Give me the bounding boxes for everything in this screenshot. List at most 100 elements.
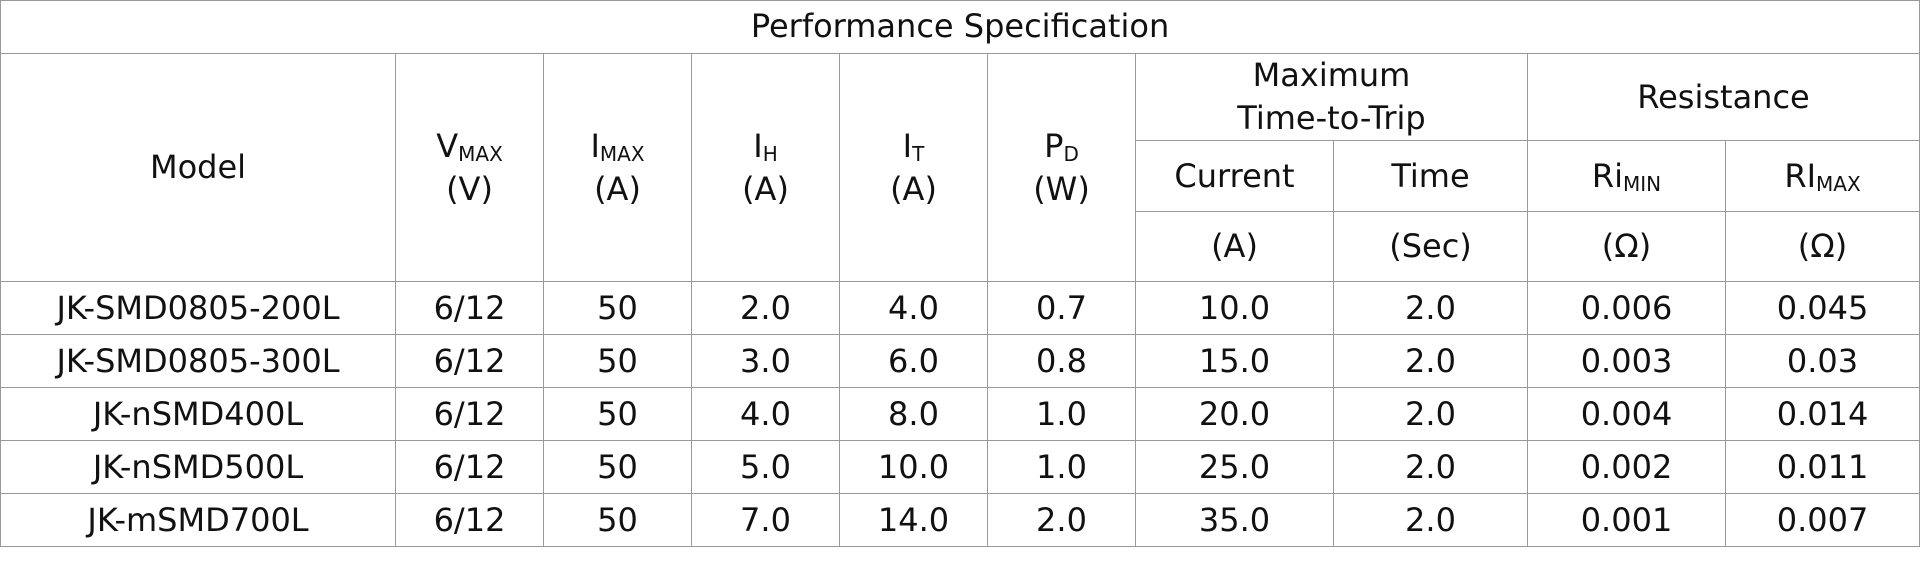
subscript: D bbox=[1063, 141, 1079, 166]
data-row: JK-nSMD400L 6/12 50 4.0 8.0 1.0 20.0 2.0 0.004 0.… bbox=[0, 387, 1920, 442]
data-row: JK-mSMD700L 6/12 50 7.0 14.0 2.0 35.0 2.0 0.001 0… bbox=[0, 493, 1920, 548]
title-row: Performance Specification bbox=[0, 0, 1920, 54]
subscript: H bbox=[762, 141, 778, 166]
data-row: JK-SMD0805-200L 6/12 50 2.0 4.0 0.7 10.0 2.0 0.0… bbox=[0, 281, 1920, 336]
value-cell: 50 bbox=[543, 281, 692, 336]
column-header: PD (W) bbox=[987, 52, 1136, 283]
unit: (A) bbox=[742, 169, 789, 208]
subscript: MAX bbox=[1816, 171, 1861, 196]
model-cell: JK-SMD0805-200L bbox=[0, 281, 396, 336]
sub-header: Current bbox=[1135, 140, 1334, 213]
value-cell: 2.0 bbox=[1333, 281, 1528, 336]
value-cell: 2.0 bbox=[987, 493, 1136, 548]
unit: (A) bbox=[1135, 211, 1334, 283]
value-cell: 2.0 bbox=[1333, 493, 1528, 548]
value-cell: 6/12 bbox=[395, 493, 544, 548]
column-header: RiMIN bbox=[1527, 140, 1726, 213]
unit: (Ω) bbox=[1724, 211, 1920, 283]
value-cell: 6/12 bbox=[395, 281, 544, 336]
value-cell: 6.0 bbox=[839, 334, 988, 389]
value-cell: 0.006 bbox=[1527, 281, 1726, 336]
column-header: IH (A) bbox=[691, 52, 840, 283]
symbol: I bbox=[902, 126, 913, 165]
value-cell: 2.0 bbox=[691, 281, 840, 336]
value-cell: 14.0 bbox=[839, 493, 988, 548]
value-cell: 4.0 bbox=[839, 281, 988, 336]
group-line: Maximum bbox=[1252, 56, 1411, 94]
value-cell: 8.0 bbox=[839, 387, 988, 442]
group-line: Time-to-Trip bbox=[1237, 99, 1426, 138]
value-cell: 6/12 bbox=[395, 334, 544, 389]
model-cell: JK-nSMD500L bbox=[0, 440, 396, 495]
value-cell: 0.014 bbox=[1724, 387, 1920, 442]
spec-table: Performance Specification Model VMAX (V) I… bbox=[0, 0, 1920, 548]
value-cell: 1.0 bbox=[987, 440, 1136, 495]
subscript: MAX bbox=[458, 141, 503, 166]
value-cell: 2.0 bbox=[1333, 387, 1528, 442]
symbol: I bbox=[753, 126, 763, 165]
symbol-line: RiMIN bbox=[1529, 155, 1725, 198]
symbol-line: RIMAX bbox=[1727, 155, 1919, 198]
value-cell: 1.0 bbox=[987, 387, 1136, 442]
symbol: RI bbox=[1784, 156, 1817, 195]
value-cell: 0.007 bbox=[1724, 493, 1920, 548]
value-cell: 50 bbox=[543, 387, 692, 442]
value-cell: 50 bbox=[543, 440, 692, 495]
column-header: VMAX (V) bbox=[395, 52, 544, 283]
model-cell: JK-mSMD700L bbox=[0, 493, 396, 548]
group-header: Maximum Time-to-Trip bbox=[1135, 52, 1528, 142]
value-cell: 0.7 bbox=[987, 281, 1136, 336]
data-row: JK-SMD0805-300L 6/12 50 3.0 6.0 0.8 15.0 2.0 0.0… bbox=[0, 334, 1920, 389]
symbol: V bbox=[436, 126, 459, 165]
symbol-line: IH bbox=[693, 125, 839, 168]
value-cell: 3.0 bbox=[691, 334, 840, 389]
symbol: Ri bbox=[1591, 156, 1623, 195]
value-cell: 25.0 bbox=[1135, 440, 1334, 495]
value-cell: 10.0 bbox=[1135, 281, 1334, 336]
symbol-line: IT bbox=[841, 125, 987, 168]
model-cell: JK-nSMD400L bbox=[0, 387, 396, 442]
unit: (W) bbox=[1033, 169, 1090, 208]
table-body: Performance Specification Model VMAX (V) I… bbox=[0, 0, 1920, 548]
sub-header: Time bbox=[1333, 140, 1528, 213]
value-cell: 7.0 bbox=[691, 493, 840, 548]
model-cell: JK-SMD0805-300L bbox=[0, 334, 396, 389]
unit: (V) bbox=[446, 169, 493, 208]
value-cell: 0.03 bbox=[1724, 334, 1920, 389]
symbol: I bbox=[590, 126, 600, 165]
value-cell: 0.001 bbox=[1527, 493, 1726, 548]
column-header: RIMAX bbox=[1724, 140, 1920, 213]
value-cell: 0.003 bbox=[1527, 334, 1726, 389]
symbol-line: IMAX bbox=[545, 125, 691, 168]
subscript: MIN bbox=[1623, 171, 1662, 196]
value-cell: 35.0 bbox=[1135, 493, 1334, 548]
subscript: T bbox=[912, 141, 925, 166]
column-header: IMAX (A) bbox=[543, 52, 692, 283]
value-cell: 0.045 bbox=[1724, 281, 1920, 336]
table-title: Performance Specification bbox=[0, 0, 1920, 54]
header-row: (A) (Sec) (Ω) (Ω) bbox=[1, 211, 1920, 283]
value-cell: 50 bbox=[543, 334, 692, 389]
value-cell: 5.0 bbox=[691, 440, 840, 495]
header-row: Model VMAX (V) IMAX (A) IH (A) IT (A) PD (W) Maxim… bbox=[0, 52, 1920, 283]
data-row: JK-nSMD500L 6/12 50 5.0 10.0 1.0 25.0 2.0 0.002 0… bbox=[0, 440, 1920, 495]
symbol: P bbox=[1044, 126, 1064, 165]
value-cell: 0.002 bbox=[1527, 440, 1726, 495]
value-cell: 0.011 bbox=[1724, 440, 1920, 495]
unit: (A) bbox=[594, 169, 641, 208]
symbol-line: VMAX bbox=[397, 125, 543, 168]
column-header: IT (A) bbox=[839, 52, 988, 283]
symbol-line: PD bbox=[989, 125, 1135, 168]
value-cell: 0.004 bbox=[1527, 387, 1726, 442]
unit: (A) bbox=[890, 169, 937, 208]
value-cell: 10.0 bbox=[839, 440, 988, 495]
value-cell: 0.8 bbox=[987, 334, 1136, 389]
value-cell: 6/12 bbox=[395, 440, 544, 495]
value-cell: 15.0 bbox=[1135, 334, 1334, 389]
unit: (Ω) bbox=[1527, 211, 1726, 283]
value-cell: 2.0 bbox=[1333, 334, 1528, 389]
header-row: Current Time RiMIN RIMAX bbox=[1, 140, 1920, 213]
value-cell: 2.0 bbox=[1333, 440, 1528, 495]
value-cell: 20.0 bbox=[1135, 387, 1334, 442]
